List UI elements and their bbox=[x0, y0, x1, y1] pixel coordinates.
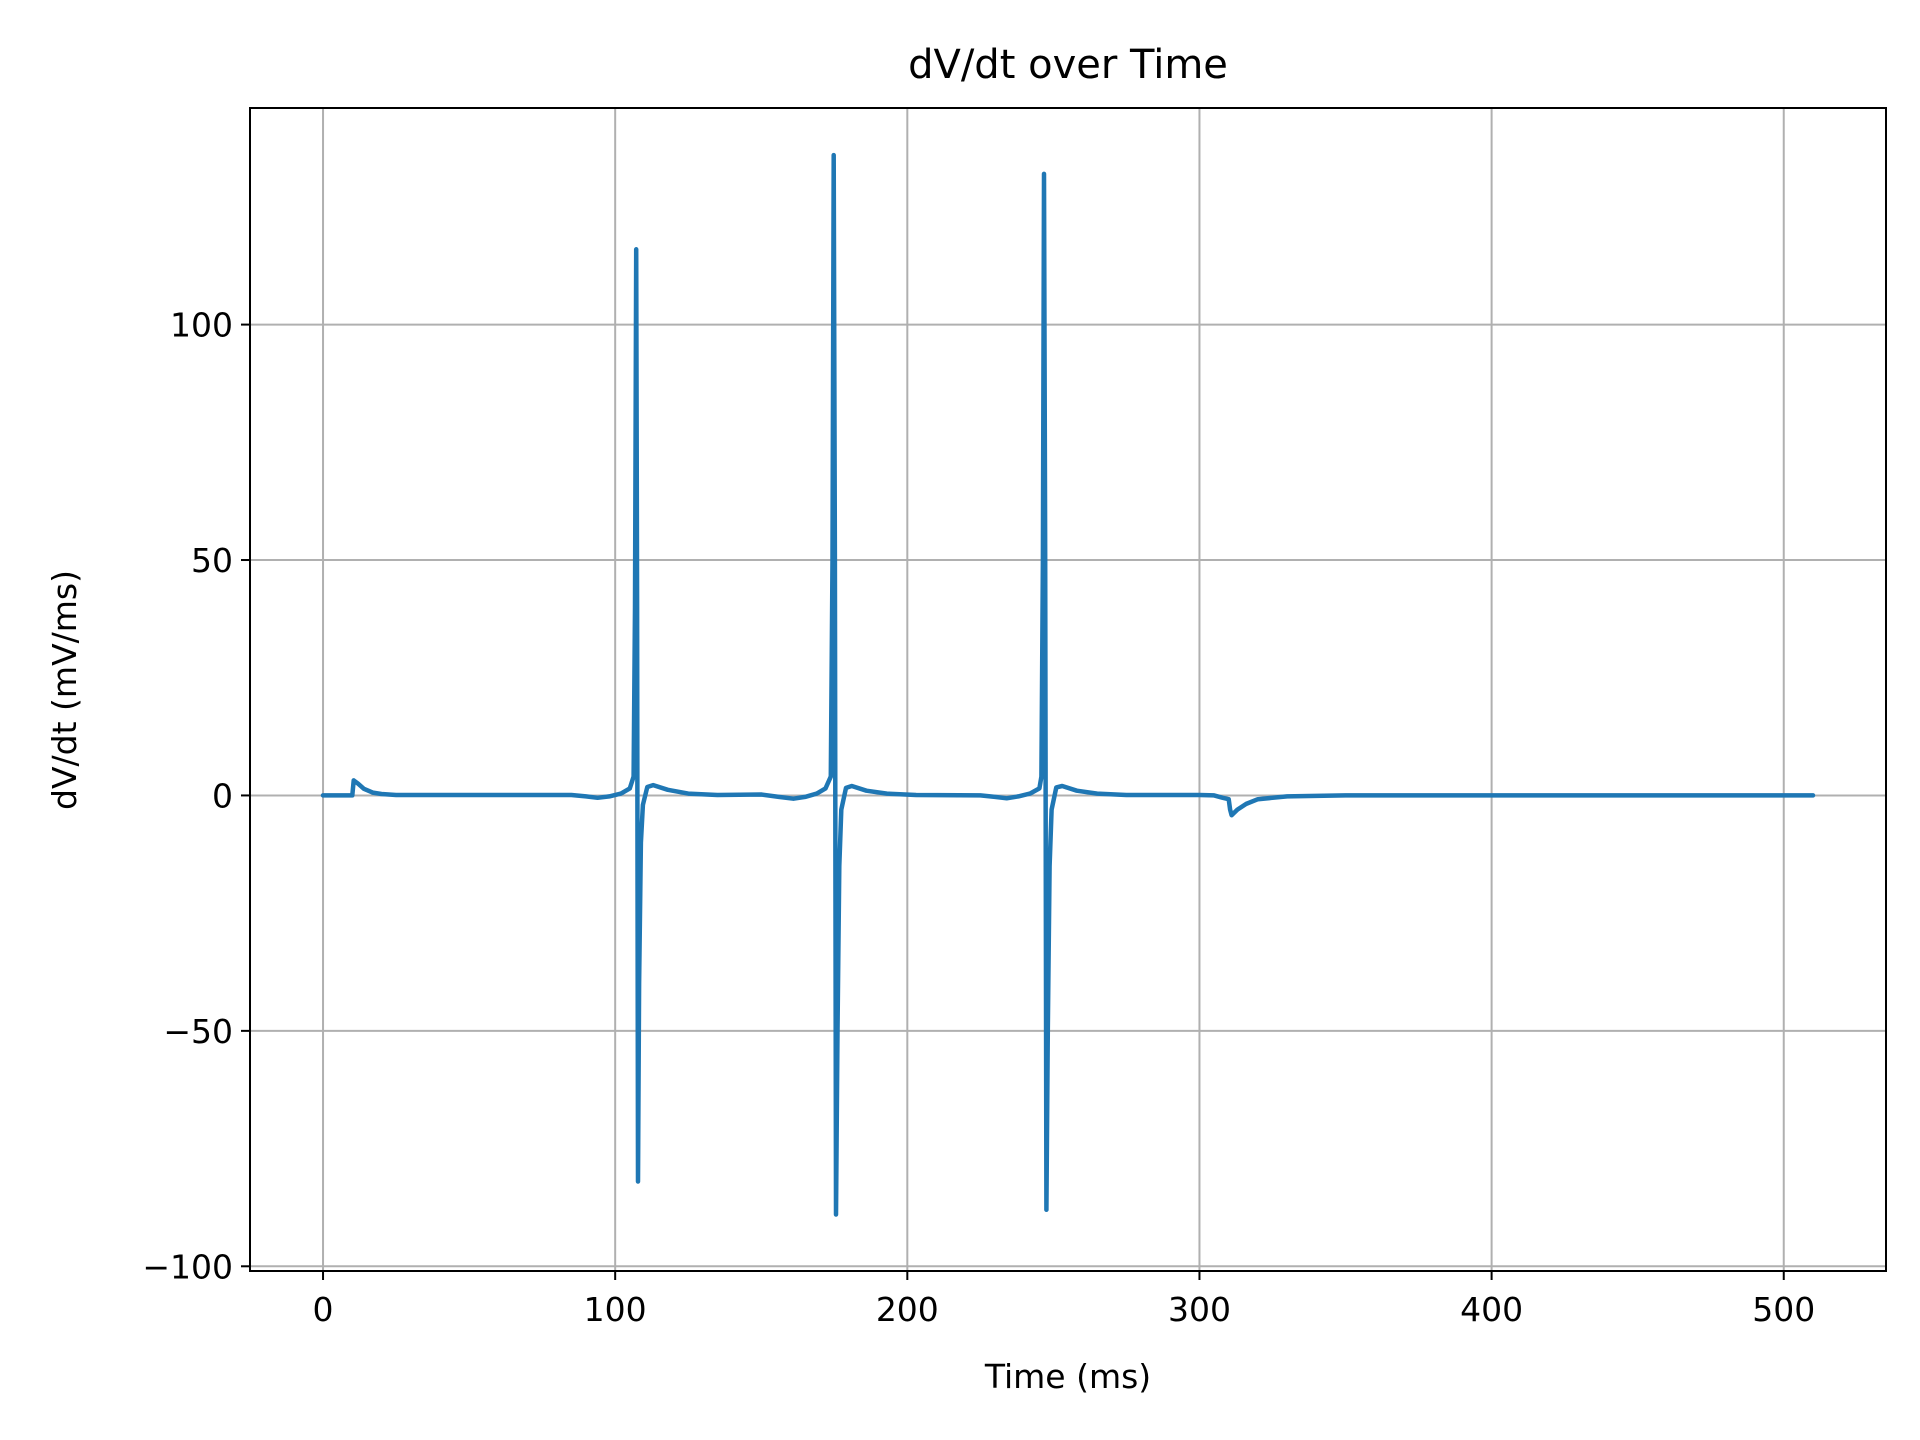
plot-area bbox=[320, 152, 1816, 1217]
chart-title: dV/dt over Time bbox=[908, 42, 1228, 88]
y-tick-label: 0 bbox=[212, 776, 233, 815]
grid bbox=[250, 108, 1886, 1271]
x-tick-label: 200 bbox=[876, 1290, 939, 1329]
x-tick-label: 500 bbox=[1752, 1290, 1815, 1329]
x-tick-label: 100 bbox=[584, 1290, 647, 1329]
x-tick-label: 0 bbox=[313, 1290, 334, 1329]
axes-frame bbox=[249, 107, 1887, 1272]
y-tick-label: −100 bbox=[142, 1247, 233, 1286]
axis-ticks: 0 100 200 300 400 500 −100 −50 0 50 100 bbox=[142, 306, 1815, 1329]
y-axis-label: dV/dt (mV/ms) bbox=[45, 570, 84, 810]
y-tick-label: −50 bbox=[163, 1012, 233, 1051]
x-tick-label: 400 bbox=[1460, 1290, 1523, 1329]
y-tick-label: 50 bbox=[191, 541, 233, 580]
x-tick-label: 300 bbox=[1168, 1290, 1231, 1329]
dvdt-series-line bbox=[320, 152, 1816, 1217]
x-axis-label: Time (ms) bbox=[984, 1357, 1151, 1396]
y-tick-label: 100 bbox=[170, 306, 233, 345]
